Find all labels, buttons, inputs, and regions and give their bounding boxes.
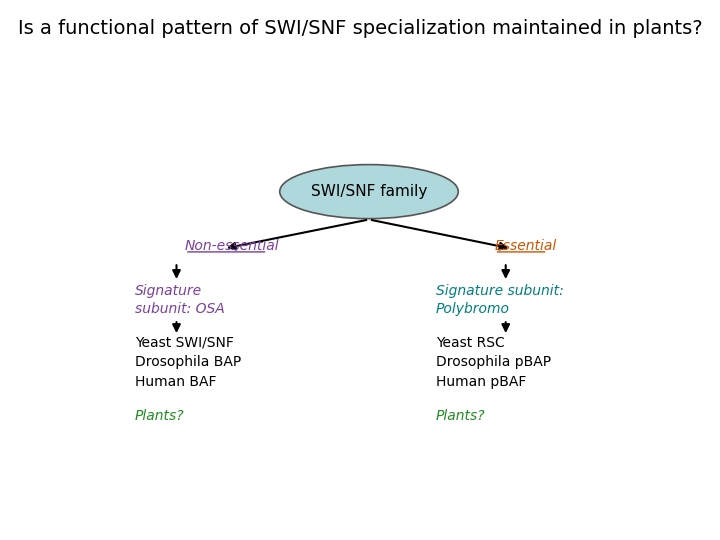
Text: Signature subunit:
Polybromo: Signature subunit: Polybromo	[436, 284, 564, 316]
Ellipse shape	[280, 165, 458, 219]
Text: Plants?: Plants?	[436, 409, 485, 423]
Text: Non-essential: Non-essential	[185, 239, 279, 253]
Text: Signature
subunit: OSA: Signature subunit: OSA	[135, 284, 225, 316]
Text: Essential: Essential	[495, 239, 557, 253]
Text: Yeast SWI/SNF
Drosophila BAP
Human BAF: Yeast SWI/SNF Drosophila BAP Human BAF	[135, 335, 241, 389]
Text: Is a functional pattern of SWI/SNF specialization maintained in plants?: Is a functional pattern of SWI/SNF speci…	[18, 19, 702, 38]
Text: Plants?: Plants?	[135, 409, 184, 423]
Text: Yeast RSC
Drosophila pBAP
Human pBAF: Yeast RSC Drosophila pBAP Human pBAF	[436, 335, 551, 389]
Text: SWI/SNF family: SWI/SNF family	[311, 184, 427, 199]
